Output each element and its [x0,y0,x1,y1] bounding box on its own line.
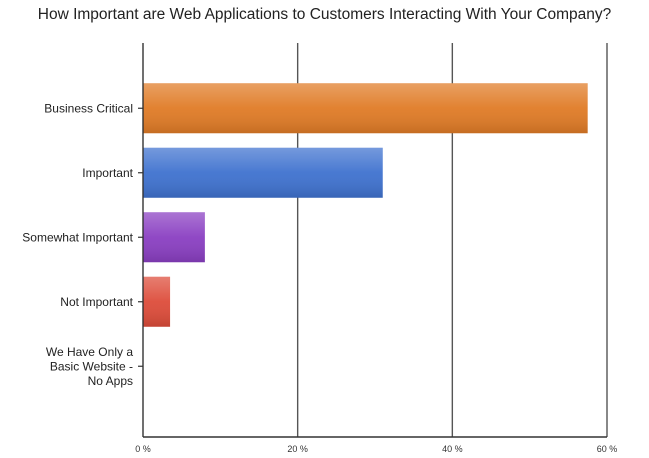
category-label: Not Important [60,295,133,309]
x-tick-label: 60 % [597,444,618,454]
x-tick-label: 0 % [135,444,151,454]
category-label: Important [82,166,133,180]
bar-shine [143,147,383,198]
x-tick-label: 20 % [287,444,308,454]
x-tick-label: 40 % [442,444,463,454]
bar-shine [143,83,588,134]
bar-shine [143,276,171,327]
category-label: We Have Only a Basic Website -No Apps [46,345,133,388]
bars [143,83,588,327]
category-label: Somewhat Important [22,230,133,244]
bar-shine [143,212,205,263]
chart-title: How Important are Web Applications to Cu… [37,6,612,23]
labels: 0 % 20 % 40 % 60 % Business Critical Importan… [22,101,617,454]
axes [138,43,607,438]
category-label: Business Critical [44,101,133,115]
